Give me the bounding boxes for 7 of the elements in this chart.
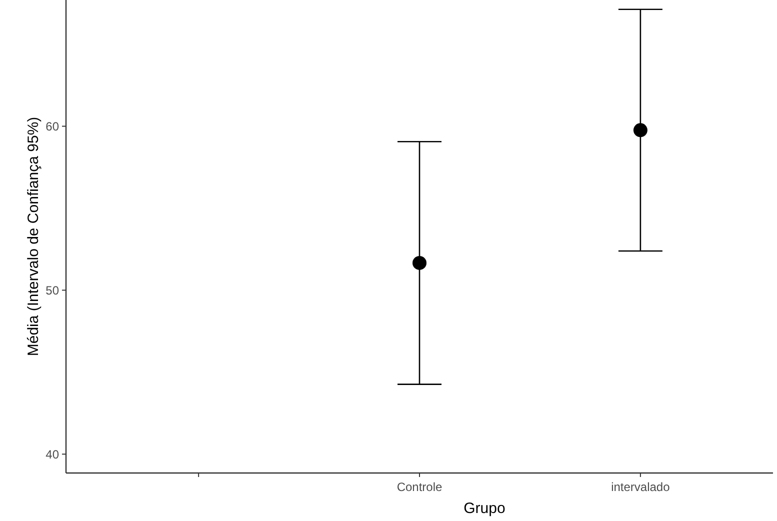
y-axis-title: Média (Intervalo de Confiança 95%) (25, 116, 42, 356)
y-tick-label: 50 (46, 283, 60, 298)
x-tick-label: intervalado (611, 480, 670, 494)
y-tick-label: 60 (46, 119, 60, 134)
y-tick-label: 40 (46, 447, 60, 462)
x-axis-title: Grupo (464, 500, 506, 517)
x-tick-label: Controle (396, 480, 443, 494)
